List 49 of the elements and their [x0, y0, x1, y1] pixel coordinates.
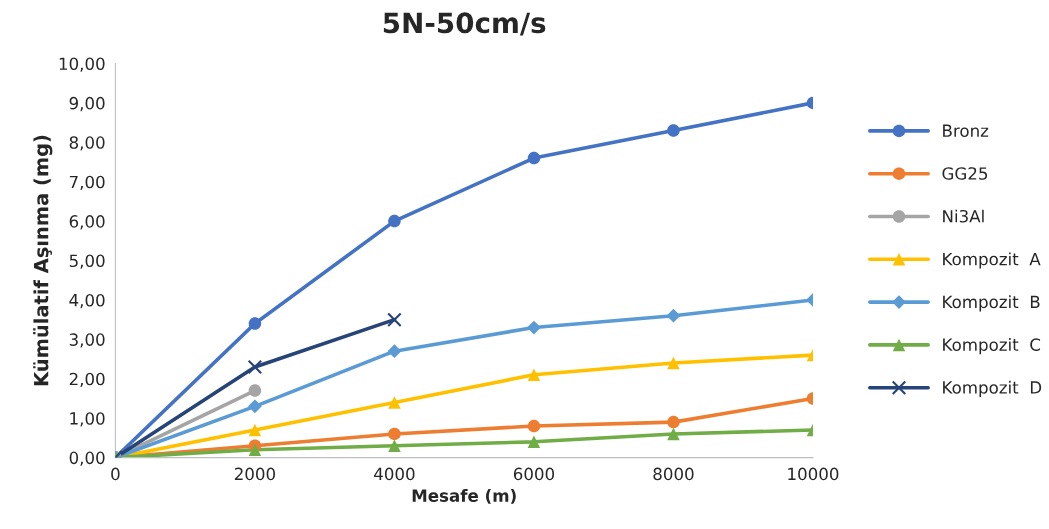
x-tick-label: 0	[111, 467, 120, 481]
point	[667, 427, 680, 441]
point	[527, 151, 541, 165]
point	[527, 435, 541, 449]
chart-title: 5N-50cm/s	[383, 12, 546, 36]
point	[527, 419, 541, 433]
point	[247, 359, 263, 375]
legend-label: Bronz	[943, 124, 989, 137]
legend-label: Kompozit B	[943, 295, 1040, 312]
y-tick-label: 6,00	[69, 215, 105, 230]
point	[667, 356, 680, 370]
point	[527, 320, 541, 335]
y-tick-label: 3,00	[69, 333, 105, 348]
y-tick-label: 8,00	[69, 136, 105, 151]
y-tick-label: 10,00	[59, 57, 105, 72]
y-tick-label: 2,00	[69, 372, 105, 388]
point	[248, 317, 262, 330]
point	[667, 415, 680, 429]
point	[248, 399, 262, 414]
point	[388, 439, 401, 453]
legend-label: GG25	[942, 167, 988, 180]
point	[388, 214, 401, 228]
point	[248, 443, 262, 456]
point	[387, 344, 402, 359]
point	[387, 312, 402, 327]
x-tick-label: 8000	[653, 467, 694, 481]
x-axis-title: Mesafe (m)	[412, 488, 516, 504]
point	[667, 124, 680, 137]
y-tick-label: 0,00	[69, 451, 105, 466]
x-tick-label: 10000	[788, 467, 839, 481]
point	[248, 423, 262, 437]
y-tick-label: 5,00	[69, 254, 105, 269]
point	[388, 396, 401, 409]
y-tick-label: 7,00	[69, 175, 105, 190]
y-axis-title: Kümülatif Aşınma (mg)	[33, 135, 53, 386]
x-tick-label: 4000	[374, 467, 415, 481]
x-tick-label: 2000	[234, 467, 276, 481]
point	[388, 427, 401, 441]
y-tick-label: 9,00	[69, 96, 105, 112]
legend-label: Kompozit C	[943, 338, 1041, 355]
y-tick-label: 4,00	[69, 293, 105, 309]
x-tick-label: 6000	[513, 467, 555, 481]
legend-label: Kompozit D	[943, 380, 1042, 397]
legend-label: Ni3Al	[943, 209, 984, 223]
legend-label: Kompozit A	[943, 252, 1041, 269]
point	[527, 368, 541, 382]
point	[666, 308, 681, 323]
point	[248, 384, 262, 397]
y-tick-label: 1,00	[70, 412, 105, 427]
